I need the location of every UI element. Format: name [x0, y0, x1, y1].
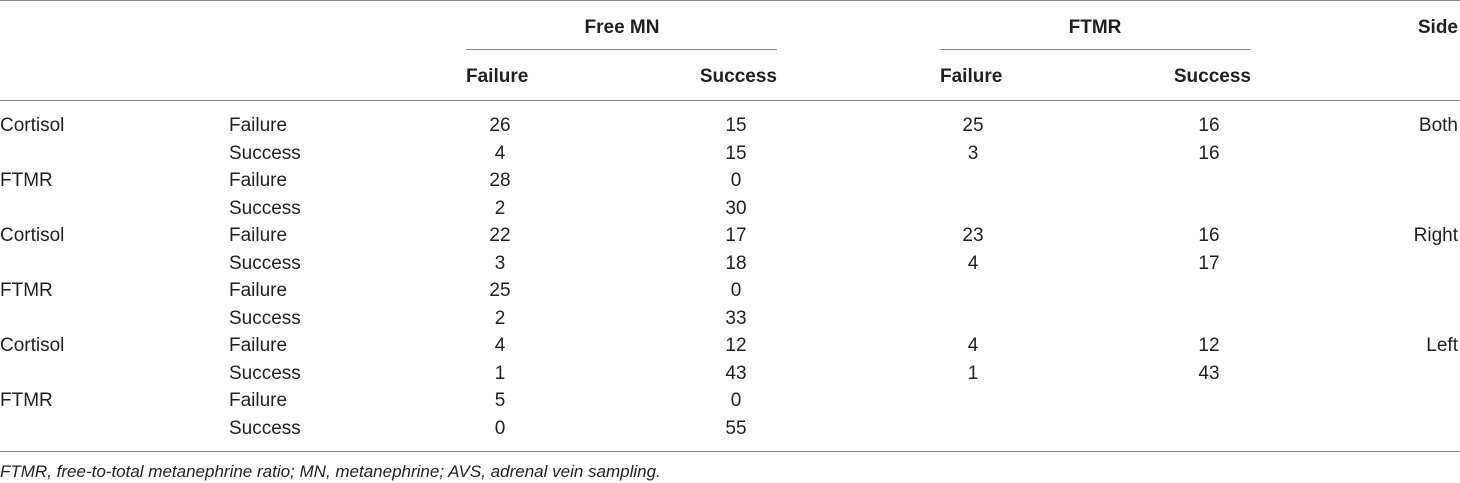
cell-ft-s: 12	[1198, 335, 1220, 356]
cell-test: Cortisol	[0, 335, 65, 356]
cell-ft-f: 3	[967, 143, 979, 164]
cell-mn-f: 28	[489, 170, 511, 191]
cell-mn-s: 17	[725, 225, 747, 246]
cell-side: Right	[1413, 225, 1458, 246]
cell-test: FTMR	[0, 170, 53, 191]
cell-test: Cortisol	[0, 115, 65, 136]
cell-ft-f: 23	[962, 225, 984, 246]
top-rule	[0, 0, 1460, 1]
cell-test: FTMR	[0, 390, 53, 411]
cell-mn-s: 33	[725, 308, 747, 329]
cell-mn-f: 0	[494, 418, 506, 439]
cell-side: Left	[1426, 335, 1458, 356]
footnote: FTMR, free-to-total metanephrine ratio; …	[0, 462, 661, 481]
cell-outcome: Failure	[229, 335, 288, 356]
cell-mn-s: 15	[725, 143, 747, 164]
cell-outcome: Failure	[229, 225, 288, 246]
cell-mn-s: 55	[725, 418, 747, 439]
cell-outcome: Failure	[229, 280, 288, 301]
bottom-rule	[0, 451, 1460, 452]
cell-ft-f: 1	[967, 363, 979, 384]
cell-mn-f: 2	[494, 308, 506, 329]
cell-outcome: Success	[229, 418, 301, 439]
cell-outcome: Success	[229, 253, 301, 274]
header-ftmr: FTMR	[1068, 17, 1122, 38]
cell-outcome: Success	[229, 308, 301, 329]
cell-outcome: Failure	[229, 170, 288, 191]
cell-outcome: Failure	[229, 115, 288, 136]
cell-ft-s: 16	[1198, 225, 1220, 246]
header-rule	[0, 100, 1460, 101]
cell-mn-f: 1	[494, 363, 506, 384]
cell-mn-f: 4	[494, 335, 506, 356]
cell-mn-s: 18	[725, 253, 747, 274]
cell-ft-s: 16	[1198, 143, 1220, 164]
header-free-mn: Free MN	[584, 17, 660, 38]
cell-ft-f: 25	[962, 115, 984, 136]
header-side: Side	[1417, 17, 1458, 38]
cell-outcome: Success	[229, 198, 301, 219]
group2-underline	[940, 49, 1251, 50]
cell-ft-f: 4	[967, 335, 979, 356]
cell-ft-f: 4	[967, 253, 979, 274]
cell-outcome: Success	[229, 143, 301, 164]
cell-mn-f: 25	[489, 280, 511, 301]
cell-mn-s: 43	[725, 363, 747, 384]
cell-mn-f: 5	[494, 390, 506, 411]
cell-mn-s: 0	[730, 390, 742, 411]
cell-outcome: Success	[229, 363, 301, 384]
cell-mn-f: 26	[489, 115, 511, 136]
cell-mn-f: 2	[494, 198, 506, 219]
group1-underline	[466, 49, 777, 50]
cell-mn-s: 0	[730, 170, 742, 191]
cell-mn-s: 0	[730, 280, 742, 301]
subheader-mn-success: Success	[699, 66, 777, 87]
cell-mn-s: 15	[725, 115, 747, 136]
cell-test: FTMR	[0, 280, 53, 301]
cell-ft-s: 17	[1198, 253, 1220, 274]
cell-mn-f: 22	[489, 225, 511, 246]
subheader-ftmr-success: Success	[1173, 66, 1251, 87]
cell-mn-s: 12	[725, 335, 747, 356]
cell-ft-s: 43	[1198, 363, 1220, 384]
subheader-mn-failure: Failure	[466, 66, 529, 87]
cell-ft-s: 16	[1198, 115, 1220, 136]
cell-mn-f: 4	[494, 143, 506, 164]
cell-mn-s: 30	[725, 198, 747, 219]
cell-side: Both	[1418, 115, 1458, 136]
subheader-ftmr-failure: Failure	[940, 66, 1003, 87]
cell-outcome: Failure	[229, 390, 288, 411]
cell-test: Cortisol	[0, 225, 65, 246]
cell-mn-f: 3	[494, 253, 506, 274]
